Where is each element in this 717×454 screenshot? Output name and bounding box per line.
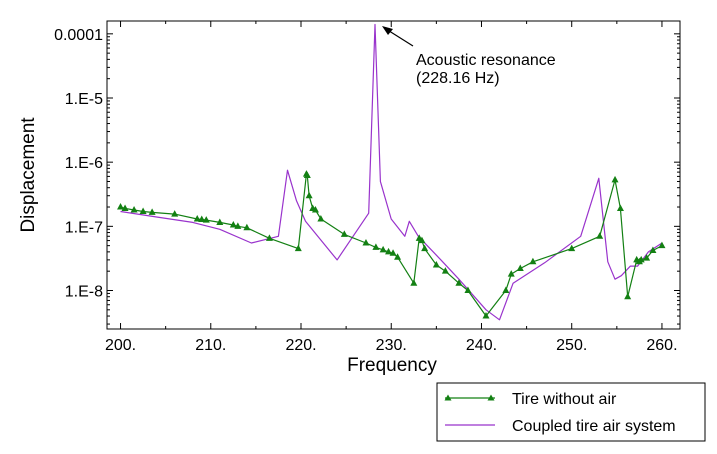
data-point-marker xyxy=(379,245,387,253)
x-tick-label: 220. xyxy=(285,337,316,354)
data-point-marker xyxy=(243,223,251,231)
data-point-marker xyxy=(421,244,429,252)
data-point-marker xyxy=(455,279,463,286)
data-point-marker xyxy=(229,220,237,228)
y-tick-label: 0.0001 xyxy=(54,27,103,44)
data-point-marker xyxy=(198,215,206,222)
y-axis-title: Displacement xyxy=(18,117,39,233)
legend-box xyxy=(436,382,706,442)
legend-marker-right xyxy=(487,394,495,401)
data-point-marker xyxy=(616,204,624,211)
data-point-marker xyxy=(637,255,645,263)
data-point-marker xyxy=(305,191,313,199)
data-point-marker xyxy=(202,216,210,223)
data-point-marker xyxy=(303,171,311,178)
data-point-marker xyxy=(389,249,397,256)
data-point-marker xyxy=(385,247,393,255)
annotation-line-2: (228.16 Hz) xyxy=(416,70,500,87)
data-point-marker xyxy=(372,243,380,250)
data-point-marker xyxy=(394,253,402,260)
data-point-marker xyxy=(234,222,242,229)
data-point-marker xyxy=(340,230,348,237)
data-point-marker xyxy=(294,244,302,252)
data-point-marker xyxy=(432,260,440,268)
data-point-marker xyxy=(643,254,651,261)
data-point-marker xyxy=(362,238,370,246)
data-point-marker xyxy=(649,246,657,254)
legend: Tire without air Coupled tire air system xyxy=(436,382,706,442)
series-layer xyxy=(117,23,666,321)
x-axis-title: Frequency xyxy=(347,355,437,376)
data-point-marker xyxy=(502,286,510,293)
axis-ticks: 200. 210. 220. 230. 240. 250. 260. 0.0001 1.E-5 1… xyxy=(54,21,680,354)
legend-marker-left xyxy=(444,394,452,401)
data-point-marker xyxy=(624,292,632,300)
y-tick-label: 1.E-6 xyxy=(65,155,103,172)
resonance-annotation: Acoustic resonance (228.16 Hz) xyxy=(382,26,556,87)
series-line-0 xyxy=(120,173,663,317)
data-point-marker xyxy=(311,205,319,213)
data-point-marker xyxy=(507,270,515,277)
data-point-marker xyxy=(171,210,179,217)
data-point-marker xyxy=(529,257,537,265)
y-tick-label: 1.E-8 xyxy=(65,284,103,301)
data-point-marker xyxy=(121,204,129,211)
legend-label-tire-without-air: Tire without air xyxy=(512,391,617,408)
x-tick-label: 230. xyxy=(376,337,407,354)
annotation-arrow-head xyxy=(382,26,393,35)
y-tick-label: 1.E-7 xyxy=(65,219,103,236)
data-point-marker xyxy=(658,241,666,249)
data-point-marker xyxy=(216,218,224,225)
plot-frame xyxy=(106,20,681,330)
data-point-marker xyxy=(265,234,273,241)
data-point-marker xyxy=(516,264,524,272)
data-point-marker xyxy=(130,205,138,213)
x-tick-label: 240. xyxy=(466,337,497,354)
series-line-1 xyxy=(120,23,663,321)
data-point-marker xyxy=(410,279,418,286)
data-point-marker xyxy=(482,312,490,319)
data-point-marker xyxy=(117,203,125,210)
y-tick-label: 1.E-5 xyxy=(65,91,103,108)
data-point-marker xyxy=(148,208,156,215)
data-point-marker xyxy=(464,286,472,293)
x-tick-label: 260. xyxy=(646,337,677,354)
data-point-marker xyxy=(317,215,325,222)
data-point-marker xyxy=(441,267,449,274)
x-tick-label: 200. xyxy=(105,337,136,354)
data-point-marker xyxy=(568,244,576,252)
data-point-marker xyxy=(139,207,147,215)
data-point-marker xyxy=(418,236,426,244)
data-point-marker xyxy=(596,232,604,239)
annotation-line-1: Acoustic resonance xyxy=(416,52,556,69)
data-point-marker xyxy=(193,215,201,222)
data-point-marker xyxy=(611,175,619,183)
x-tick-label: 210. xyxy=(195,337,226,354)
legend-label-coupled-tire-air-system: Coupled tire air system xyxy=(512,418,676,435)
x-tick-label: 250. xyxy=(556,337,587,354)
